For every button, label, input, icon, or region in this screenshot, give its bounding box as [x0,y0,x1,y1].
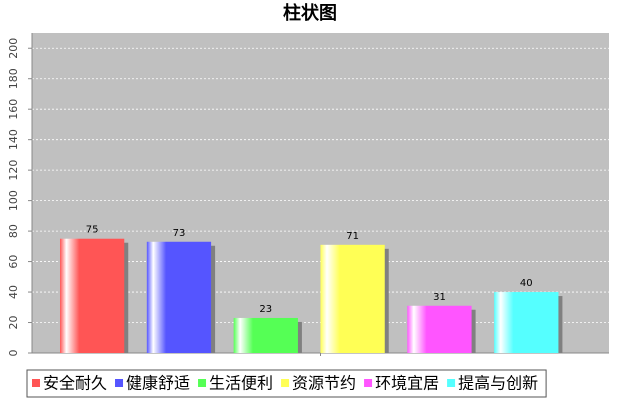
legend-label: 提高与创新 [458,374,538,393]
legend-swatch [198,379,207,387]
legend-label: 安全耐久 [43,374,107,393]
legend-swatch [447,379,456,387]
data-label: 31 [433,292,446,303]
legend-label: 资源节约 [292,374,356,393]
y-tick-label: 0 [7,350,20,357]
bar [320,244,385,353]
data-label: 71 [346,231,359,242]
data-label: 73 [173,228,186,239]
y-tick-label: 180 [7,68,20,89]
bar [233,317,298,353]
legend-label: 健康舒适 [126,374,190,393]
y-tick-label: 100 [7,190,20,211]
legend-label: 环境宜居 [375,374,439,393]
y-tick-label: 20 [7,316,20,330]
legend-swatch [32,379,40,387]
y-tick-label: 140 [7,129,20,150]
bar [60,238,125,353]
legend-label: 生活便利 [209,374,273,393]
legend-swatch [115,379,124,387]
y-tick-label: 40 [7,285,20,299]
y-tick-label: 120 [7,160,20,181]
data-label: 75 [86,225,99,236]
legend-swatch [281,379,290,387]
bar [146,241,212,353]
data-label: 23 [259,304,272,315]
y-tick-label: 80 [7,224,20,238]
chart-title: 柱状图 [283,2,337,24]
legend-swatch [364,379,373,387]
bar [494,292,559,353]
data-label: 40 [520,278,533,289]
y-tick-label: 60 [7,255,20,269]
y-tick-label: 200 [7,38,20,59]
y-tick-label: 160 [7,99,20,120]
bar [407,305,472,353]
